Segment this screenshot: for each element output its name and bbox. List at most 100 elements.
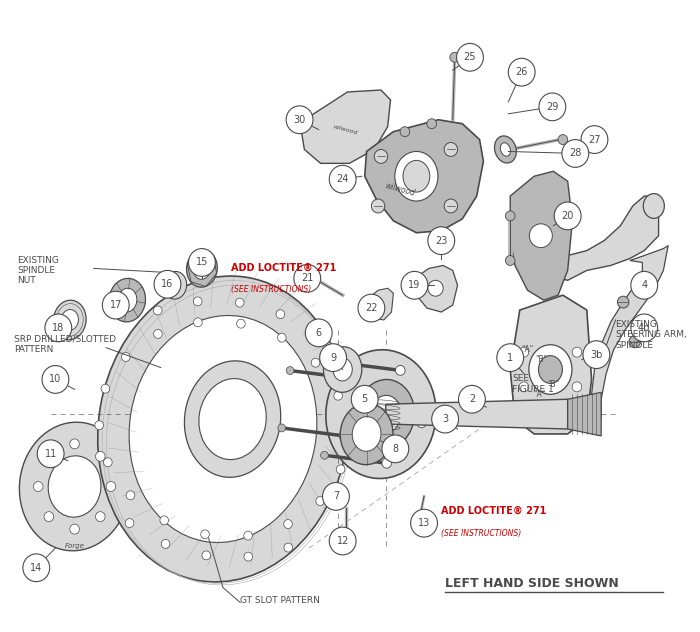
Ellipse shape	[20, 422, 130, 550]
Circle shape	[125, 519, 134, 528]
Circle shape	[617, 296, 629, 308]
Circle shape	[202, 551, 211, 560]
Text: 30: 30	[293, 115, 306, 125]
Text: wilwood: wilwood	[384, 181, 416, 197]
Circle shape	[505, 211, 515, 221]
Ellipse shape	[53, 300, 86, 340]
Circle shape	[554, 202, 581, 230]
Ellipse shape	[370, 396, 401, 433]
Ellipse shape	[61, 310, 78, 331]
Ellipse shape	[48, 456, 101, 517]
Text: "A": "A"	[522, 345, 533, 354]
Text: 26: 26	[515, 67, 528, 77]
Circle shape	[374, 150, 388, 163]
Circle shape	[244, 531, 253, 540]
Text: 18: 18	[52, 323, 64, 333]
Polygon shape	[386, 399, 568, 429]
Circle shape	[237, 319, 245, 328]
Ellipse shape	[340, 403, 393, 465]
Circle shape	[395, 365, 405, 375]
Ellipse shape	[643, 193, 664, 219]
Circle shape	[70, 524, 79, 534]
Circle shape	[126, 491, 135, 500]
Text: 16: 16	[161, 279, 174, 289]
Circle shape	[562, 140, 589, 167]
Circle shape	[284, 543, 293, 552]
Polygon shape	[510, 171, 573, 300]
Text: 12: 12	[337, 536, 349, 546]
Text: 23: 23	[435, 236, 447, 246]
Circle shape	[312, 358, 320, 367]
Polygon shape	[302, 90, 391, 163]
Circle shape	[194, 318, 202, 327]
Text: 6: 6	[316, 328, 322, 338]
Circle shape	[153, 329, 162, 338]
Circle shape	[342, 428, 351, 437]
Circle shape	[95, 451, 105, 461]
Text: EXISTING
STEERING ARM,
SPINDLE: EXISTING STEERING ARM, SPINDLE	[615, 320, 686, 349]
Text: 4b: 4b	[638, 323, 650, 333]
Circle shape	[34, 482, 43, 492]
Text: EXISTING
SPINDLE
NUT: EXISTING SPINDLE NUT	[17, 255, 59, 285]
Text: 20: 20	[561, 211, 574, 221]
Circle shape	[428, 227, 455, 255]
Circle shape	[101, 384, 110, 393]
Text: 19: 19	[408, 280, 421, 290]
Text: ADD LOCTITE® 271: ADD LOCTITE® 271	[230, 262, 336, 272]
Circle shape	[400, 126, 410, 137]
Ellipse shape	[538, 356, 562, 384]
Text: 25: 25	[463, 52, 476, 63]
Ellipse shape	[352, 416, 381, 451]
Circle shape	[539, 93, 566, 121]
Ellipse shape	[323, 347, 362, 392]
Circle shape	[294, 264, 321, 292]
Text: 21: 21	[301, 273, 314, 283]
Circle shape	[348, 374, 357, 384]
Circle shape	[432, 405, 458, 433]
Text: 1: 1	[507, 353, 513, 363]
Circle shape	[321, 451, 328, 459]
Text: 5: 5	[362, 394, 368, 404]
Text: 7: 7	[332, 492, 339, 501]
Circle shape	[416, 418, 426, 428]
Polygon shape	[368, 288, 393, 320]
Circle shape	[631, 314, 658, 342]
Text: 2: 2	[469, 394, 475, 404]
Polygon shape	[365, 119, 484, 233]
Ellipse shape	[357, 379, 414, 449]
Circle shape	[427, 119, 437, 129]
Ellipse shape	[326, 349, 436, 478]
Text: 29: 29	[546, 102, 559, 112]
Text: 15: 15	[196, 257, 208, 267]
Text: 8: 8	[392, 444, 398, 454]
Text: 9: 9	[330, 353, 336, 363]
Circle shape	[37, 440, 64, 468]
Circle shape	[161, 539, 170, 549]
Circle shape	[519, 347, 528, 357]
Ellipse shape	[500, 143, 510, 156]
Text: (SEE INSTRUCTIONS): (SEE INSTRUCTIONS)	[441, 529, 522, 538]
Circle shape	[244, 552, 253, 561]
Circle shape	[334, 358, 342, 367]
Text: 10: 10	[49, 374, 62, 384]
Circle shape	[305, 319, 332, 347]
Text: ADD LOCTITE® 271: ADD LOCTITE® 271	[441, 506, 547, 516]
Circle shape	[529, 224, 552, 248]
Text: "B": "B"	[547, 380, 559, 389]
Circle shape	[583, 341, 610, 368]
Circle shape	[235, 298, 244, 307]
Circle shape	[356, 411, 363, 419]
Circle shape	[193, 297, 202, 306]
Text: "A": "A"	[533, 390, 545, 399]
Circle shape	[411, 509, 438, 537]
Ellipse shape	[494, 136, 517, 163]
Circle shape	[572, 347, 582, 357]
Circle shape	[277, 333, 286, 342]
Circle shape	[358, 294, 385, 322]
Circle shape	[631, 271, 658, 299]
Circle shape	[160, 516, 169, 525]
Circle shape	[286, 106, 313, 133]
Circle shape	[508, 58, 535, 86]
Circle shape	[153, 306, 162, 315]
Circle shape	[201, 530, 209, 539]
